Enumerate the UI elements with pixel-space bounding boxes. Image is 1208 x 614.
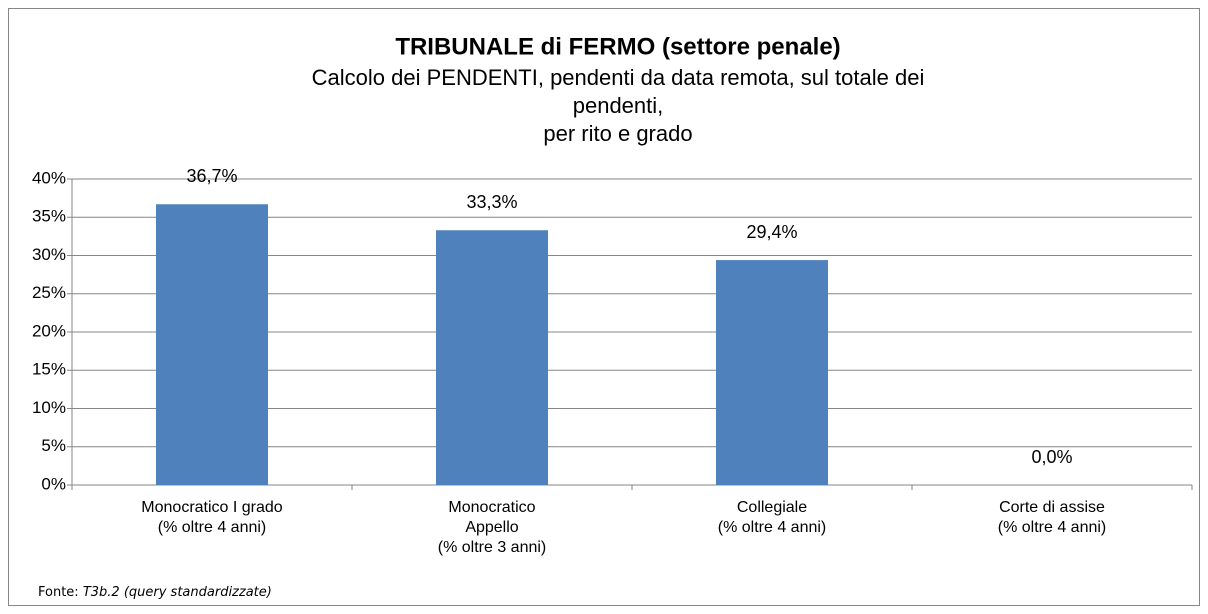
y-tick-label: 40% [32, 168, 66, 187]
chart-subtitle: Calcolo dei PENDENTI, pendenti da data r… [312, 65, 925, 146]
x-tick-label: Corte di assise (% oltre 4 anni) [998, 499, 1107, 536]
y-tick-label: 10% [32, 398, 66, 417]
y-tick-label: 35% [32, 207, 66, 226]
text-line: per rito e grado [543, 121, 692, 146]
source-label: Fonte: [38, 585, 79, 600]
x-tick-label: Monocratico Appello (% oltre 3 anni) [438, 499, 547, 556]
text-line: pendenti, [573, 93, 664, 118]
y-tick-label: 5% [41, 436, 66, 455]
text-line: (% oltre 4 anni) [718, 519, 827, 536]
y-tick-label: 30% [32, 245, 66, 264]
text-line: Collegiale [737, 499, 807, 516]
value-label: 0,0% [1031, 447, 1072, 467]
text-line: Monocratico I grado [141, 499, 283, 516]
y-tick-label: 0% [41, 474, 66, 493]
source-text: T3b.2 (query standardizzate) [83, 585, 272, 600]
chart-title: TRIBUNALE di FERMO (settore penale) [395, 33, 840, 60]
text-line: Monocratico [448, 499, 535, 516]
bar [156, 204, 268, 485]
value-label: 36,7% [186, 166, 237, 186]
bar [436, 230, 548, 485]
text-line: Appello [465, 519, 518, 536]
text-line: (% oltre 4 anni) [998, 519, 1107, 536]
text-line: (% oltre 3 anni) [438, 539, 547, 556]
value-label: 29,4% [746, 222, 797, 242]
text-line: (% oltre 4 anni) [158, 519, 267, 536]
text-line: Calcolo dei PENDENTI, pendenti da data r… [312, 65, 925, 90]
y-tick-label: 15% [32, 360, 66, 379]
x-tick-label: Monocratico I grado (% oltre 4 anni) [141, 499, 283, 536]
value-label: 33,3% [466, 192, 517, 212]
source-note: Fonte: T3b.2 (query standardizzate) [38, 585, 272, 600]
x-tick-label: Collegiale (% oltre 4 anni) [718, 499, 827, 536]
bar [716, 260, 828, 485]
y-tick-label: 20% [32, 321, 66, 340]
y-tick-label: 25% [32, 283, 66, 302]
text-line: Corte di assise [999, 499, 1105, 516]
